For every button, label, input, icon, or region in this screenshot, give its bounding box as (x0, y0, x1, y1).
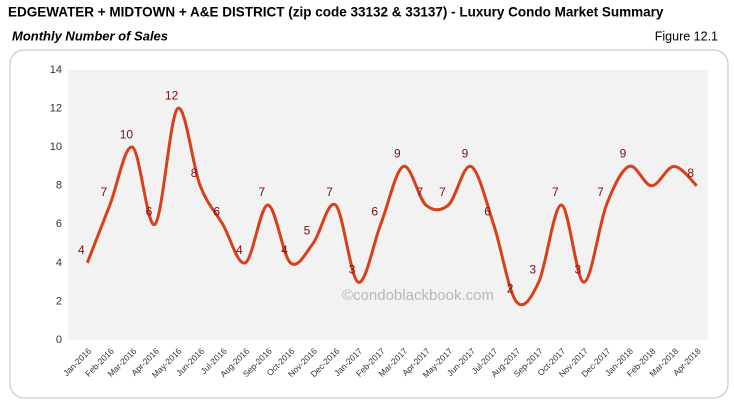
data-label: 7 (259, 185, 266, 199)
y-tick-label: 8 (56, 180, 62, 192)
y-tick-label: 2 (56, 295, 62, 307)
data-line (85, 107, 698, 307)
data-label: 7 (439, 185, 446, 199)
data-label: 7 (552, 185, 559, 199)
data-label: 9 (394, 147, 401, 161)
chart-title: EDGEWATER + MIDTOWN + A&E DISTRICT (zip … (8, 5, 664, 20)
data-label: 6 (371, 204, 378, 218)
data-label: 12 (165, 89, 179, 103)
y-tick-label: 10 (50, 141, 62, 153)
data-label: 7 (597, 185, 604, 199)
data-label: 7 (417, 185, 424, 199)
data-label: 8 (687, 166, 694, 180)
data-label: 4 (236, 243, 243, 257)
data-label: 3 (575, 262, 582, 276)
data-label: 4 (281, 243, 288, 257)
data-label: 6 (146, 204, 153, 218)
data-label: 2 (507, 282, 514, 296)
y-tick-label: 4 (56, 257, 62, 269)
data-label: 6 (484, 204, 491, 218)
data-label: 9 (620, 147, 627, 161)
data-label: 6 (213, 204, 220, 218)
watermark: ©condoblackbook.com (342, 287, 494, 304)
data-label: 3 (529, 262, 536, 276)
y-tick-label: 12 (50, 102, 62, 114)
y-tick-label: 6 (56, 218, 62, 230)
data-label: 3 (349, 262, 356, 276)
data-label: 4 (78, 243, 85, 257)
data-label: 9 (462, 147, 469, 161)
chart-subtitle: Monthly Number of Sales (12, 28, 168, 43)
data-label: 10 (120, 127, 134, 141)
y-tick-label: 14 (50, 64, 62, 76)
y-tick-label: 0 (56, 334, 62, 346)
figure-label: Figure 12.1 (655, 29, 718, 43)
data-label: 8 (191, 166, 198, 180)
data-label: 5 (304, 224, 311, 238)
data-label: 7 (326, 185, 333, 199)
data-label: 7 (101, 185, 108, 199)
